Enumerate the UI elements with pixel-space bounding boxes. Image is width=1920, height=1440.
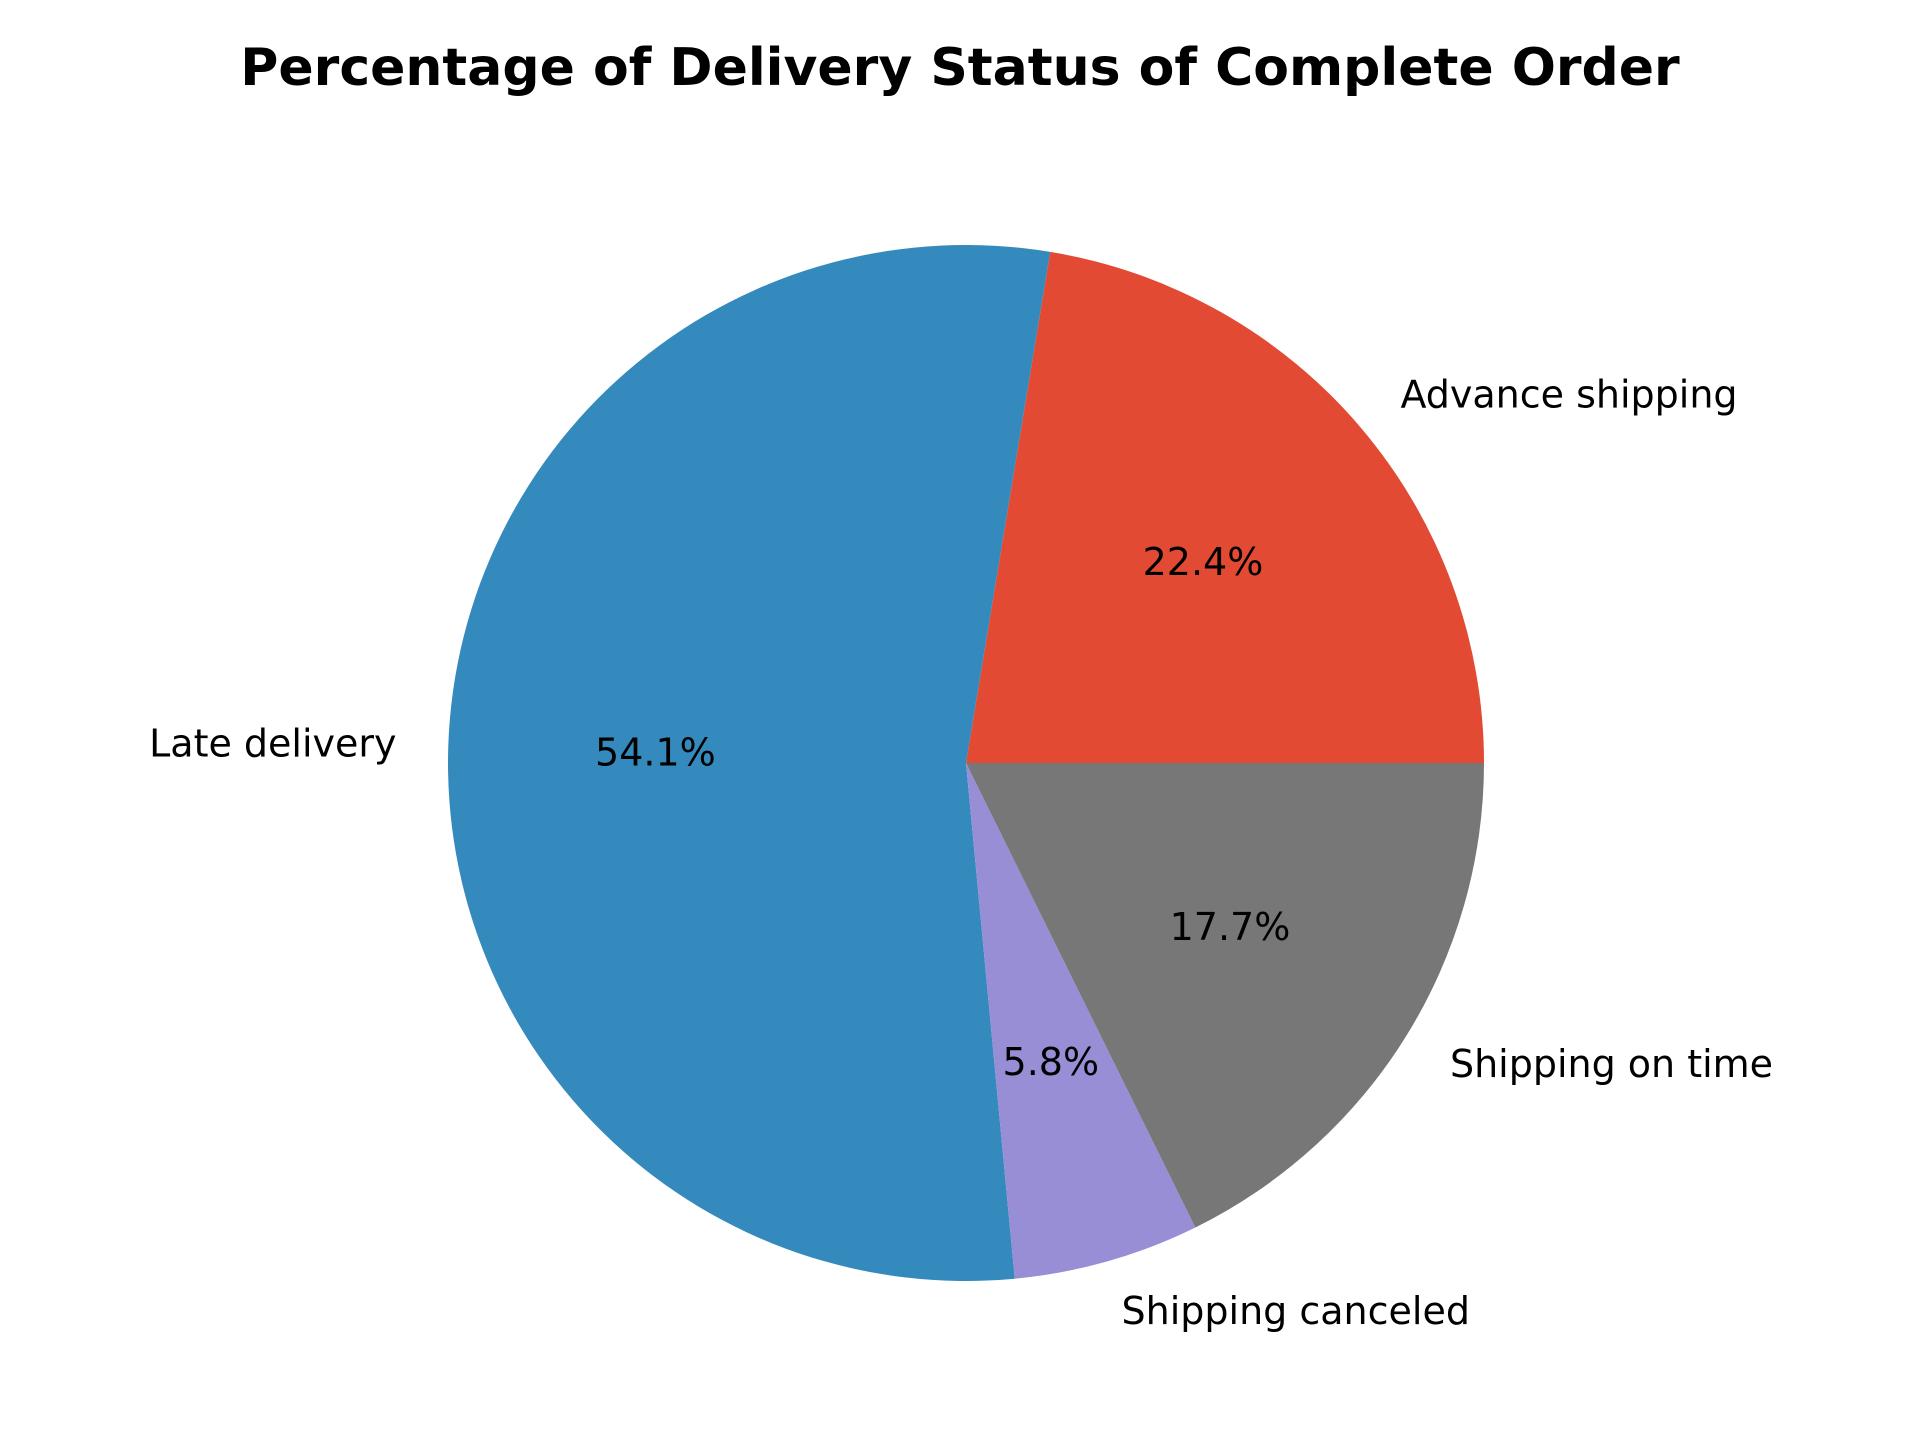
pie-slice-late-delivery <box>447 244 1051 1281</box>
slice-label-advance-shipping: Advance shipping <box>1400 372 1737 416</box>
pie-labels: Advance shipping 22.4% Late delivery 54.1% S… <box>149 372 1773 1333</box>
pie-slice-shipping-on-time <box>966 763 1484 1228</box>
slice-percent-shipping-on-time: 17.7% <box>1170 905 1291 949</box>
slice-percent-shipping-canceled: 5.8% <box>1003 1040 1100 1084</box>
slice-percent-advance-shipping: 22.4% <box>1143 540 1264 584</box>
slice-label-shipping-on-time: Shipping on time <box>1450 1042 1773 1086</box>
pie-slices <box>447 244 1484 1281</box>
chart-title: Percentage of Delivery Status of Complet… <box>240 38 1680 98</box>
slice-percent-late-delivery: 54.1% <box>595 730 716 774</box>
slice-label-shipping-canceled: Shipping canceled <box>1122 1289 1470 1333</box>
slice-label-late-delivery: Late delivery <box>149 721 396 765</box>
pie-slice-shipping-canceled <box>966 763 1196 1279</box>
pie-slice-advance-shipping <box>966 251 1484 764</box>
